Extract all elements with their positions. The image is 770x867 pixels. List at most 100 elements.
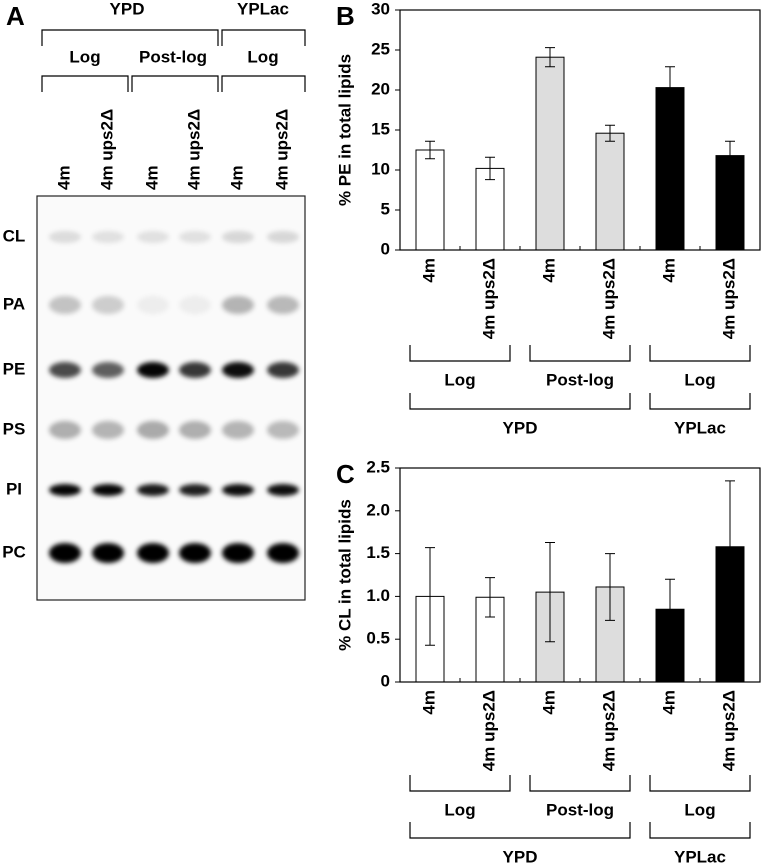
y-axis-label: % CL in total lipids [335, 499, 354, 651]
x-tick-label: 4m [539, 690, 558, 715]
y-tick-label: 1.0 [366, 586, 390, 605]
y-tick-label: 0 [381, 671, 390, 690]
y-tick-label: 15 [371, 119, 390, 138]
y-tick-label: 2.5 [366, 457, 390, 476]
y-tick-label: 20 [371, 79, 390, 98]
lipid-label: PI [6, 479, 22, 498]
group-label: Log [684, 800, 715, 819]
bracket [649, 775, 751, 792]
tlc-spot [267, 484, 299, 496]
tlc-spots [49, 231, 299, 563]
x-tick-label: 4m ups2Δ [719, 258, 738, 339]
error-bar [545, 47, 555, 68]
error-bar [605, 124, 615, 142]
tlc-spot [49, 296, 81, 314]
lane-label: 4m [54, 165, 73, 190]
tlc-spot [49, 231, 81, 243]
tlc-spot [267, 543, 299, 563]
x-tick-label: 4m ups2Δ [719, 690, 738, 771]
group-label: YPLac [674, 847, 726, 866]
y-tick-label: 30 [371, 0, 390, 18]
lipid-label: PC [2, 542, 26, 561]
lane-label: 4m ups2Δ [97, 109, 116, 190]
tlc-spot [179, 484, 211, 496]
lipid-label: PE [3, 359, 26, 378]
tlc-spot [222, 484, 254, 496]
bracket [41, 29, 306, 46]
panel-letter: A [6, 1, 25, 31]
tlc-spot [137, 231, 169, 243]
bracket [649, 345, 751, 362]
x-tick-label: 4m [659, 258, 678, 283]
bracket [409, 775, 511, 792]
tlc-spot [137, 362, 169, 378]
tlc-spot [179, 231, 211, 243]
tlc-spot [137, 543, 169, 563]
plot-frame [399, 467, 761, 683]
error-bar [545, 541, 555, 643]
tlc-spot [92, 362, 124, 378]
bar [715, 155, 745, 251]
panel-letter: B [336, 1, 355, 31]
tlc-spot [267, 296, 299, 314]
group-label: Post-log [546, 800, 614, 819]
tlc-spot [179, 421, 211, 439]
tlc-spot [267, 231, 299, 243]
tlc-spot [179, 296, 211, 314]
x-tick-label: 4m [419, 690, 438, 715]
tlc-spot [49, 362, 81, 378]
tlc-spot [137, 296, 169, 314]
bracket [529, 345, 631, 362]
tlc-spot [92, 231, 124, 243]
tlc-spot [49, 484, 81, 496]
y-tick-label: 0.5 [366, 629, 390, 648]
bracket [409, 822, 631, 839]
x-tick-label: 4m ups2Δ [479, 690, 498, 771]
x-tick-label: 4m [539, 258, 558, 283]
panel-letter: C [336, 459, 355, 489]
x-tick-label: 4m [419, 258, 438, 283]
x-tick-label: 4m ups2Δ [479, 258, 498, 339]
bar [415, 149, 445, 251]
error-bar [485, 156, 495, 181]
x-tick-label: 4m [659, 690, 678, 715]
tlc-plate [36, 195, 306, 601]
phase-label: Log [69, 47, 100, 66]
error-bar [725, 140, 735, 171]
lane-label: 4m ups2Δ [184, 109, 203, 190]
lipid-label: PS [3, 419, 26, 438]
tlc-spot [179, 362, 211, 378]
tlc-spot [49, 421, 81, 439]
medium-label: YPD [110, 0, 145, 18]
bar [595, 132, 625, 251]
tlc-spot [222, 231, 254, 243]
plot-frame [399, 9, 761, 251]
error-bar [425, 547, 435, 646]
phase-label: Log [247, 47, 278, 66]
tlc-spot [92, 421, 124, 439]
tlc-spot [92, 543, 124, 563]
bracket [649, 822, 751, 839]
tlc-spot [92, 484, 124, 496]
x-tick-label: 4m ups2Δ [599, 690, 618, 771]
tlc-spot [222, 296, 254, 314]
phase-label: Post-log [139, 47, 207, 66]
bar [535, 56, 565, 251]
bracket [529, 775, 631, 792]
tlc-spot [222, 543, 254, 563]
y-axis-label: % PE in total lipids [335, 54, 354, 206]
bracket [41, 75, 306, 92]
y-tick-label: 5 [381, 199, 390, 218]
tlc-spot [137, 421, 169, 439]
x-tick-label: 4m ups2Δ [599, 258, 618, 339]
tlc-spot [222, 421, 254, 439]
error-bar [725, 480, 735, 614]
tlc-spot [267, 362, 299, 378]
group-label: Log [444, 800, 475, 819]
bar [475, 167, 505, 251]
group-label: Log [684, 370, 715, 389]
y-tick-label: 2.0 [366, 500, 390, 519]
lane-label: 4m ups2Δ [272, 109, 291, 190]
y-tick-label: 0 [381, 239, 390, 258]
